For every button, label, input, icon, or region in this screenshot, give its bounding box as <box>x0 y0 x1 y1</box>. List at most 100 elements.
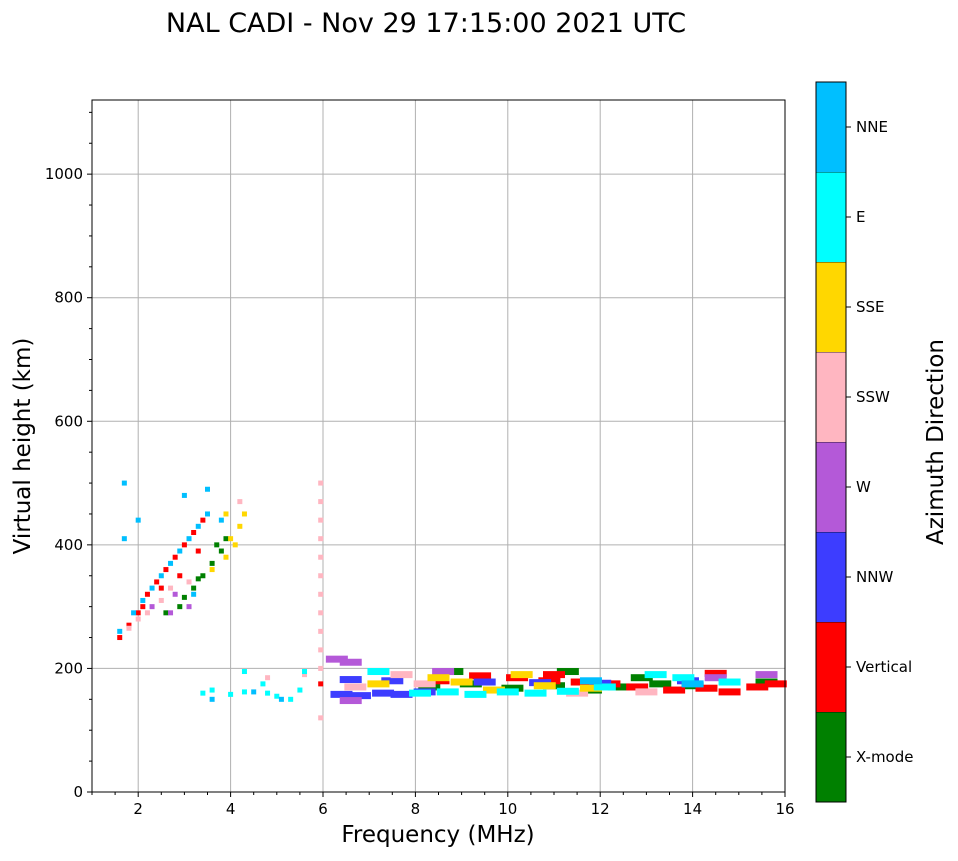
data-point <box>672 674 695 682</box>
data-point <box>318 554 324 560</box>
data-point <box>593 683 616 691</box>
x-tick-label: 10 <box>498 800 517 818</box>
data-point <box>718 688 741 696</box>
data-point <box>318 591 324 597</box>
y-tick-label: 400 <box>54 536 83 554</box>
data-point <box>318 715 324 721</box>
colorbar-tick-label: W <box>856 478 871 496</box>
data-point <box>223 536 229 542</box>
data-point <box>154 579 160 585</box>
data-point <box>297 687 303 693</box>
x-tick-label: 16 <box>775 800 794 818</box>
data-point <box>501 684 524 692</box>
data-point <box>381 677 404 685</box>
data-point <box>302 669 308 675</box>
data-point <box>144 591 150 597</box>
data-point <box>695 684 718 692</box>
data-point <box>278 696 284 702</box>
colorbar-tick-label: Vertical <box>856 658 912 676</box>
data-point <box>200 690 206 696</box>
data-point <box>172 554 178 560</box>
data-point <box>746 683 769 691</box>
data-point <box>260 681 266 687</box>
data-point <box>339 697 362 705</box>
data-point <box>302 672 308 678</box>
colorbar-segment <box>816 172 846 262</box>
data-point <box>265 675 271 681</box>
colorbar-tick-label: NNE <box>856 118 888 136</box>
y-tick-label: 200 <box>54 659 83 677</box>
data-point <box>348 692 371 700</box>
data-point <box>177 548 183 554</box>
data-point <box>325 655 348 663</box>
trace-region <box>115 483 244 644</box>
data-point <box>427 674 450 682</box>
data-point <box>191 585 197 591</box>
data-point <box>241 511 247 517</box>
data-point <box>126 625 132 631</box>
data-point <box>228 691 234 697</box>
data-point <box>186 579 192 585</box>
colorbar-frame <box>815 81 847 803</box>
series-nne <box>117 480 704 702</box>
x-tick-label: 6 <box>318 800 328 818</box>
data-point <box>482 686 505 694</box>
data-point <box>186 536 192 542</box>
colorbar-segment <box>816 532 846 622</box>
data-point <box>251 689 257 695</box>
data-point <box>181 492 187 498</box>
data-point <box>473 678 496 686</box>
data-point <box>177 604 183 610</box>
data-point <box>209 567 215 573</box>
colorbar-segment <box>816 442 846 532</box>
colorbar-tick-label: SSW <box>856 388 890 406</box>
data-point <box>543 671 565 679</box>
data-point <box>367 668 390 676</box>
data-point <box>163 610 169 616</box>
data-point <box>681 680 704 688</box>
x-tick-label: 8 <box>411 800 421 818</box>
data-point <box>533 682 556 690</box>
data-point <box>339 658 362 666</box>
data-point <box>209 560 215 566</box>
data-point <box>181 594 187 600</box>
data-point <box>318 480 324 486</box>
data-point <box>172 591 178 597</box>
data-point <box>228 536 234 542</box>
data-point <box>200 573 206 579</box>
data-point <box>764 680 787 688</box>
grid-layer <box>92 100 786 793</box>
data-point <box>195 576 201 582</box>
data-point <box>135 517 141 523</box>
data-point <box>318 647 324 653</box>
data-point <box>191 530 197 535</box>
series-e <box>200 668 741 702</box>
data-point <box>232 542 238 548</box>
y-tick-label: 800 <box>54 289 83 307</box>
data-point <box>117 628 123 634</box>
data-point <box>318 499 324 505</box>
data-point <box>149 585 155 591</box>
data-point <box>144 610 150 616</box>
x-tick-label: 14 <box>683 800 702 818</box>
data-point <box>556 668 579 676</box>
data-marks <box>115 480 787 721</box>
data-point <box>135 610 141 616</box>
colorbar-segment <box>816 82 846 172</box>
data-point <box>140 604 146 610</box>
data-point <box>205 511 210 517</box>
colorbar-segment <box>816 712 846 802</box>
data-point <box>663 686 686 694</box>
data-point <box>579 684 602 692</box>
x-tick-label: 4 <box>226 800 236 818</box>
data-point <box>223 554 229 560</box>
data-point <box>135 616 141 622</box>
colorbar-segment <box>816 352 846 442</box>
data-point <box>318 610 324 616</box>
data-point <box>372 689 395 697</box>
data-point <box>339 676 362 684</box>
data-point <box>330 690 353 698</box>
data-point <box>510 671 533 679</box>
colorbar-tick-label: NNW <box>856 568 893 586</box>
